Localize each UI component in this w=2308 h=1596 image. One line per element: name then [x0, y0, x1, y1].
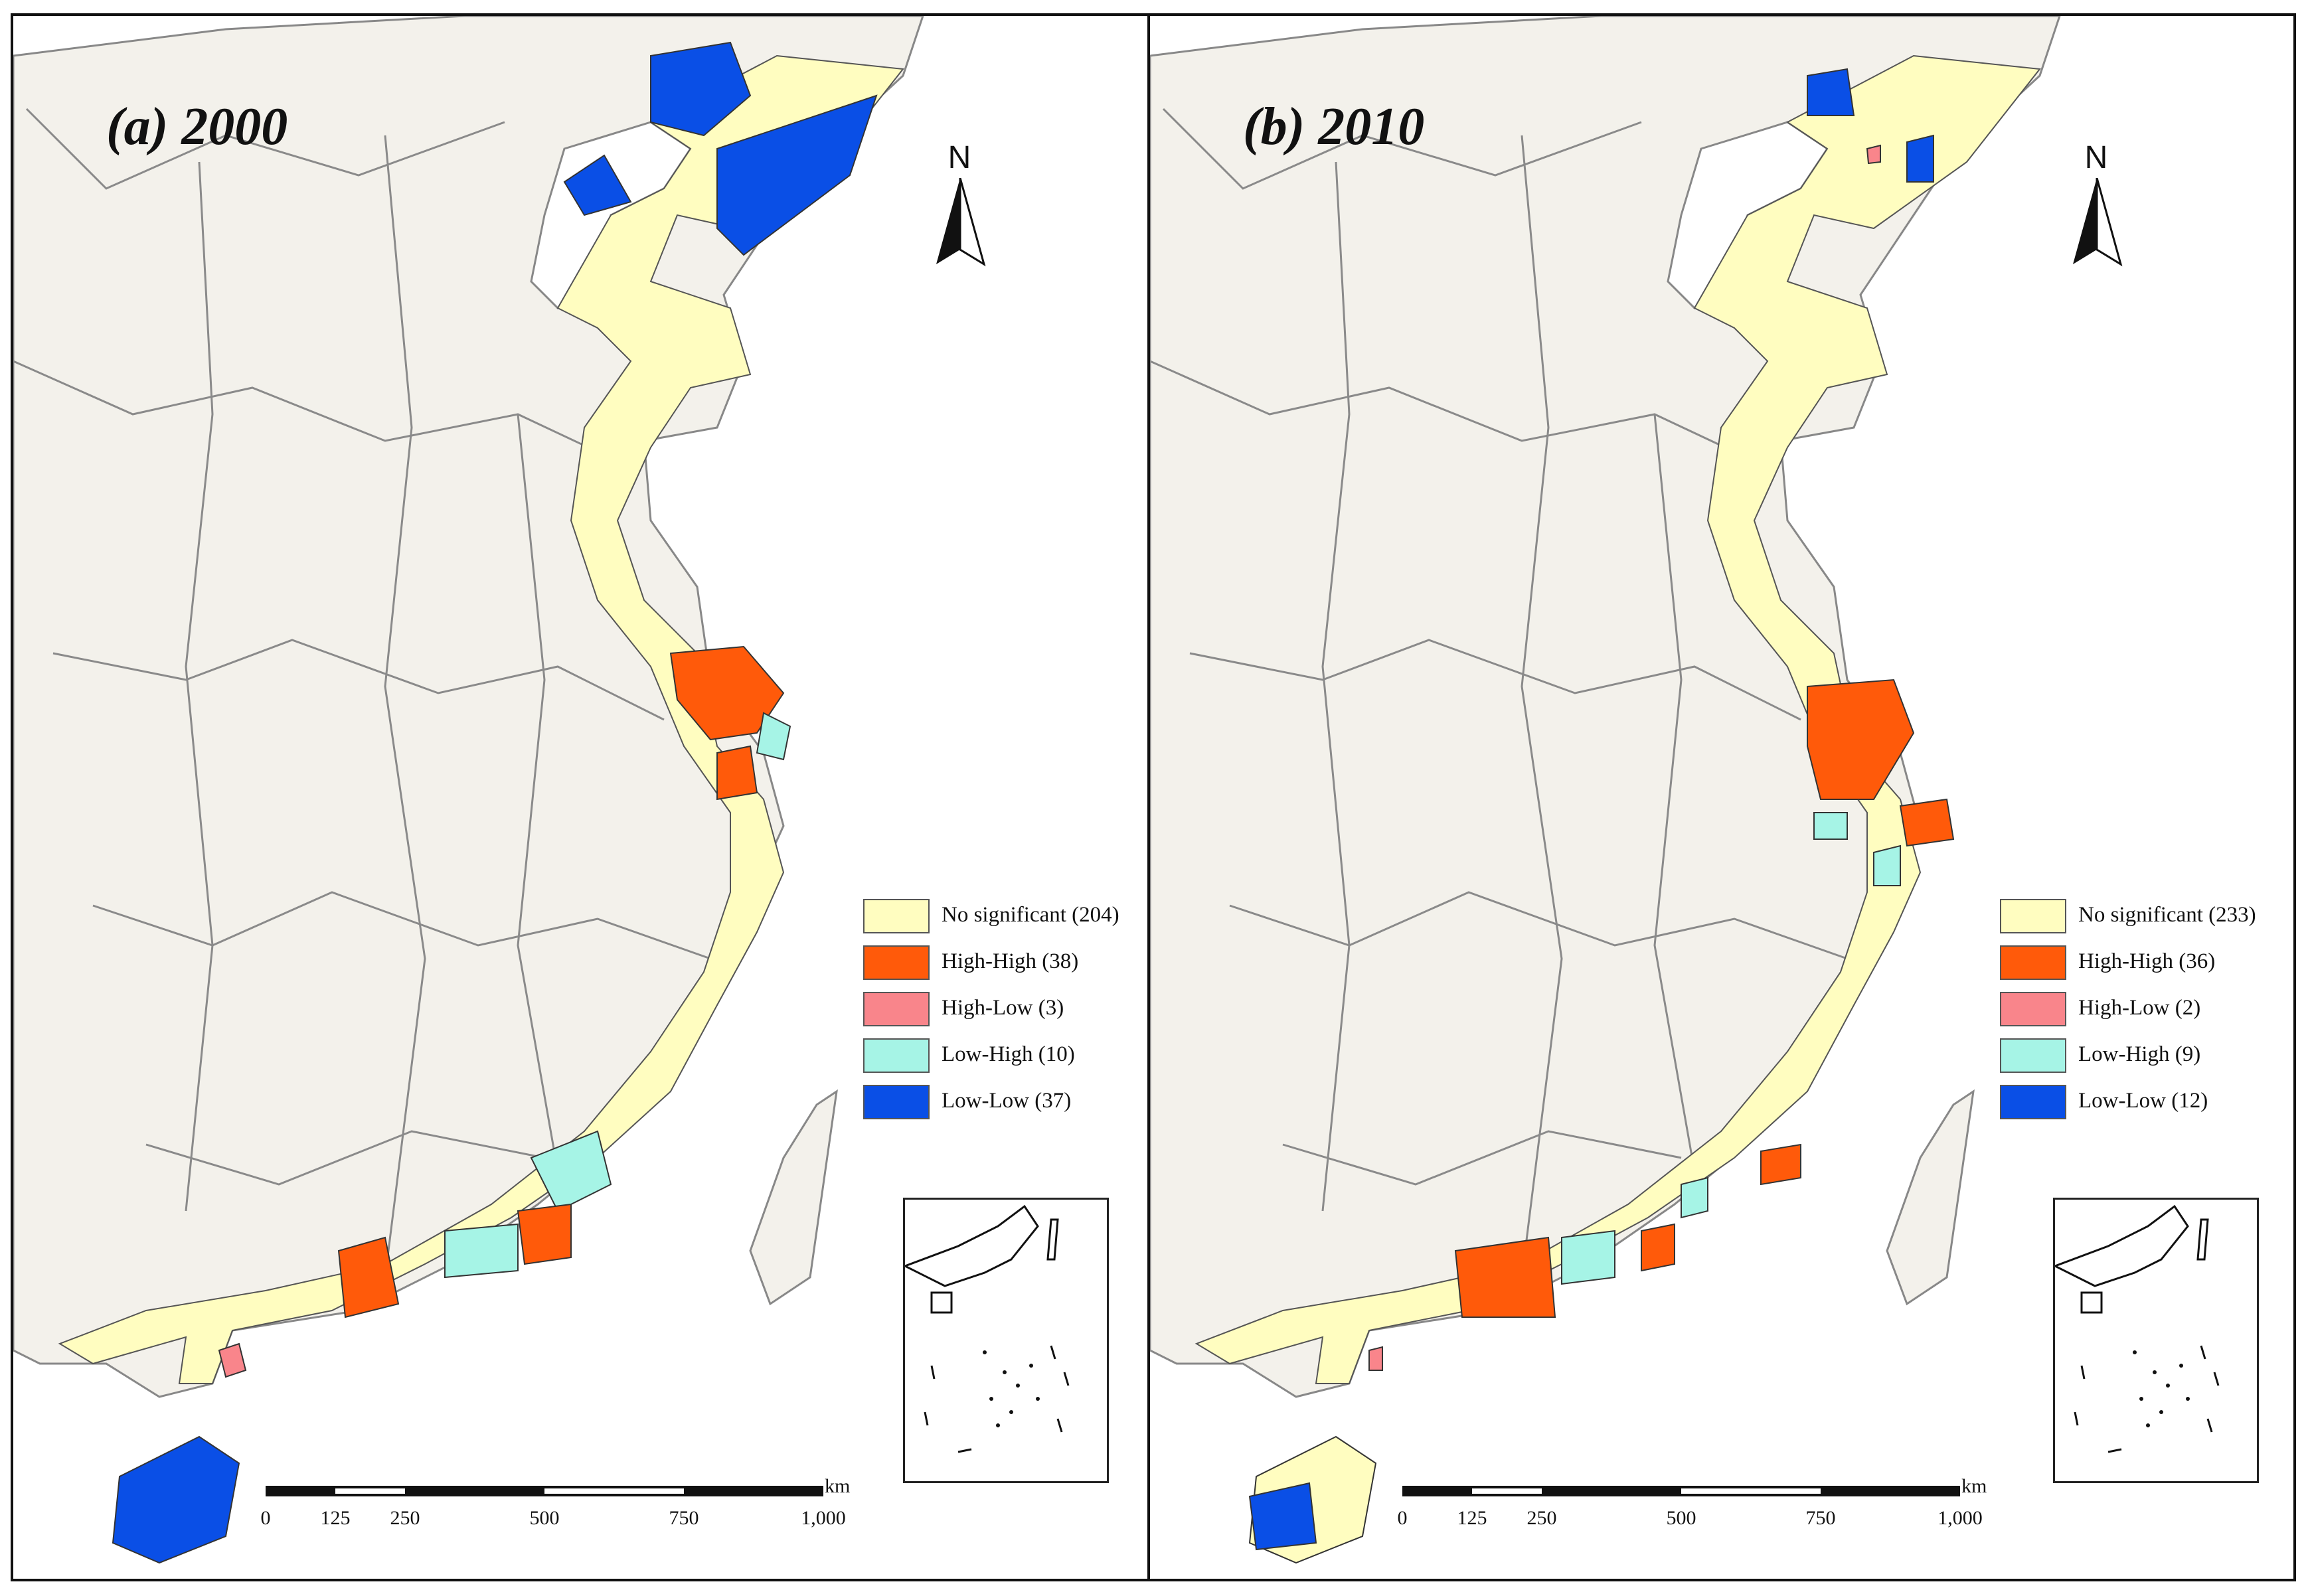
coastal-cluster-map-2000	[13, 16, 924, 1564]
legend-item-high-high: High-High (38)	[863, 945, 1150, 980]
cluster-low-low-liaoning	[650, 41, 752, 137]
map-panel-2000: (a) 2000 N No significant (204) High-Hig…	[11, 13, 1153, 1581]
north-arrow: N	[2060, 139, 2133, 272]
legend-label: High-Low (2)	[2078, 996, 2201, 1020]
legend-swatch	[863, 1085, 930, 1119]
legend-label: Low-Low (12)	[2078, 1089, 2208, 1113]
scale-bar: km 0 125 250 500 750 1,000	[1398, 1475, 1987, 1543]
legend-item-low-high: Low-High (10)	[863, 1038, 1150, 1073]
scale-tick: 1,000	[801, 1507, 846, 1529]
cluster-high-high-pearl-river	[337, 1236, 400, 1318]
cluster-high-high-delta	[669, 645, 785, 741]
legend-label: Low-Low (37)	[942, 1089, 1072, 1113]
legend-label: High-High (38)	[942, 949, 1079, 973]
legend-item-low-low: Low-Low (37)	[863, 1085, 1150, 1119]
legend-swatch	[863, 992, 930, 1026]
legend-swatch	[863, 945, 930, 980]
cluster-high-high-delta	[1807, 678, 1915, 800]
legend-item-low-high: Low-High (9)	[2000, 1038, 2292, 1073]
scale-tick: 125	[1457, 1507, 1487, 1529]
legend-item-high-low: High-Low (2)	[2000, 992, 2292, 1026]
map-panel-2010: (b) 2010 N No significant (233) High-Hig…	[1147, 13, 2296, 1581]
north-arrow: N	[923, 139, 996, 272]
cluster-high-high-shantou	[1641, 1223, 1675, 1272]
cluster-low-high-south-zhejiang	[1873, 844, 1901, 886]
cluster-low-low-dandong	[1906, 134, 1934, 183]
legend-label: No significant (204)	[942, 903, 1119, 927]
cluster-high-high-pearl-river	[1454, 1236, 1556, 1318]
taiwan-island	[1886, 1089, 1975, 1306]
coastal-cluster-map-2010	[1150, 16, 2061, 1564]
scale-unit: km	[1961, 1475, 1987, 1497]
scale-tick: 750	[1805, 1507, 1836, 1529]
cluster-low-high-shanghai	[756, 712, 791, 761]
north-arrow-icon	[2073, 178, 2123, 267]
scale-tick: 0	[260, 1507, 271, 1529]
legend-item-low-low: Low-Low (12)	[2000, 1085, 2292, 1119]
cluster-low-low-liaodong	[716, 94, 878, 256]
inset-map	[2052, 1204, 2220, 1453]
scale-bar: km 0 125 250 500 750 1,000	[261, 1475, 851, 1543]
cluster-low-low-hainan	[1248, 1482, 1317, 1551]
panel-title: (a) 2000	[106, 98, 288, 156]
cluster-high-low-zhanjiang	[1368, 1346, 1383, 1371]
legend-item-high-low: High-Low (3)	[863, 992, 1150, 1026]
south-china-sea-inset	[902, 1198, 1109, 1483]
scale-tick: 750	[669, 1507, 699, 1529]
legend-swatch	[2000, 992, 2066, 1026]
scale-tick: 250	[390, 1507, 420, 1529]
cluster-low-high-guangdong	[1561, 1230, 1615, 1285]
scale-tick: 250	[1526, 1507, 1557, 1529]
cluster-high-high-shantou	[517, 1203, 572, 1265]
scale-tick: 1,000	[1937, 1507, 1983, 1529]
legend-item-no-significant: No significant (204)	[863, 899, 1150, 933]
scale-bar-graphic	[266, 1486, 823, 1496]
legend-swatch	[863, 1038, 930, 1073]
north-label: N	[948, 140, 971, 175]
coastal-strip-no-significant	[1195, 54, 2041, 1384]
legend-label: Low-High (9)	[2078, 1042, 2201, 1066]
taiwan-island	[749, 1089, 838, 1306]
legend-label: No significant (233)	[2078, 903, 2256, 927]
legend-swatch	[863, 899, 930, 933]
cluster-high-low-zhanjiang	[218, 1342, 247, 1378]
province-boundaries	[1150, 108, 1848, 1278]
cluster-high-high-fujian	[1760, 1143, 1801, 1186]
legend-swatch	[2000, 945, 2066, 980]
legend-swatch	[2000, 1085, 2066, 1119]
cluster-low-high-fujian	[530, 1130, 612, 1212]
south-china-sea-inset	[2052, 1198, 2259, 1483]
scale-tick: 500	[1666, 1507, 1696, 1529]
cluster-low-high-zhejiang	[1813, 812, 1848, 840]
panel-title: (b) 2010	[1243, 98, 1425, 156]
legend-item-high-high: High-High (36)	[2000, 945, 2292, 980]
north-label: N	[2084, 140, 2108, 175]
cluster-low-high-guangdong-east	[1681, 1176, 1708, 1219]
scale-unit: km	[825, 1475, 851, 1497]
legend: No significant (204) High-High (38) High…	[863, 899, 1150, 1131]
hainan-island	[112, 1435, 240, 1564]
legend-label: High-Low (3)	[942, 996, 1064, 1020]
cluster-low-low-liaoning	[1807, 68, 1855, 116]
cluster-high-high-zhejiang	[716, 745, 758, 801]
cluster-high-low-north	[1866, 144, 1881, 165]
scale-tick: 0	[1397, 1507, 1408, 1529]
cluster-low-high-guangdong	[444, 1223, 519, 1279]
scale-tick: 500	[529, 1507, 560, 1529]
north-arrow-icon	[936, 178, 986, 267]
cluster-low-low-west	[563, 154, 632, 216]
legend-swatch	[2000, 899, 2066, 933]
legend-label: High-High (36)	[2078, 949, 2216, 973]
scale-bar-graphic	[1402, 1486, 1960, 1496]
coastal-strip-no-significant	[58, 54, 904, 1384]
scale-tick: 125	[320, 1507, 351, 1529]
legend-label: Low-High (10)	[942, 1042, 1075, 1066]
legend-item-no-significant: No significant (233)	[2000, 899, 2292, 933]
legend-swatch	[2000, 1038, 2066, 1073]
province-boundaries	[13, 108, 711, 1278]
cluster-high-high-ningbo	[1899, 798, 1955, 847]
inset-map	[902, 1204, 1070, 1453]
legend: No significant (233) High-High (36) High…	[2000, 899, 2292, 1131]
